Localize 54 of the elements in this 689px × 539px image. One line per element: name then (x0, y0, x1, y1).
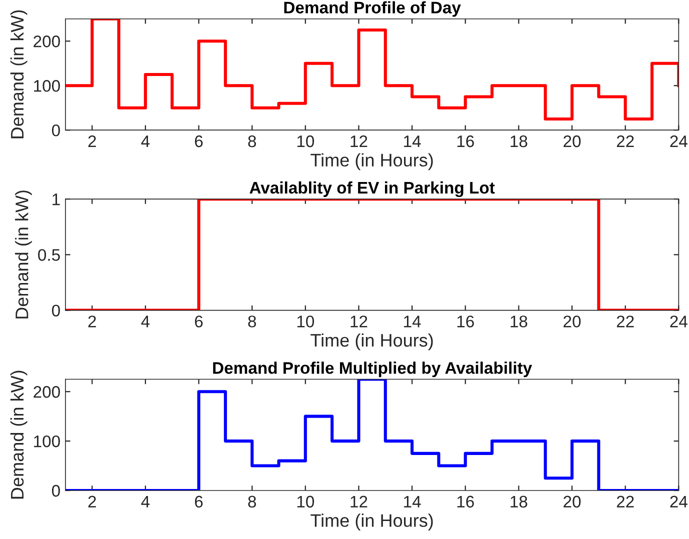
y-tick-label: 100 (34, 80, 60, 92)
chart-title: Demand Profile Multiplied by Availability (213, 362, 532, 378)
x-tick-label: 6 (194, 135, 203, 148)
x-tick-label: 2 (88, 496, 96, 508)
x-tick-label: 4 (141, 136, 150, 148)
y-axis-title: Demand (in kW) (15, 190, 32, 318)
x-tick-label: 24 (670, 135, 688, 148)
x-tick-label: 8 (248, 316, 256, 328)
x-tick-label: 18 (510, 135, 528, 148)
x-tick-label: 2 (88, 135, 96, 148)
x-tick-label: 12 (350, 496, 368, 508)
x-tick-label: 4 (141, 496, 150, 508)
x-tick-label: 14 (404, 316, 421, 328)
x-tick-label: 10 (297, 496, 314, 508)
x-axis-title: Time (in Hours) (310, 514, 433, 530)
y-tick-label: 0 (52, 124, 60, 136)
y-tick-label: 0 (52, 304, 60, 316)
y-tick-label: 200 (34, 36, 60, 48)
y-axis-title: Demand (in kW) (10, 10, 28, 138)
x-tick-label: 20 (564, 135, 581, 148)
x-tick-label: 16 (457, 316, 474, 328)
x-axis-title: Time (in Hours) (310, 153, 433, 170)
chart-title: Demand Profile of Day (284, 1, 461, 17)
y-tick-label: 0 (52, 484, 60, 497)
y-axis-title: Demand (in kW) (10, 370, 28, 499)
x-axis-title: Time (in Hours) (310, 333, 433, 350)
x-tick-label: 4 (141, 316, 150, 328)
x-tick-label: 18 (510, 316, 528, 328)
x-tick-label: 12 (350, 316, 368, 328)
y-tick-label: 0.5 (38, 249, 60, 261)
x-tick-label: 22 (616, 135, 634, 148)
x-tick-label: 8 (248, 496, 256, 508)
x-tick-label: 6 (194, 316, 203, 328)
x-tick-label: 8 (248, 135, 256, 148)
y-tick-label: 1 (52, 194, 60, 206)
x-tick-label: 14 (404, 496, 421, 508)
x-tick-label: 18 (510, 496, 528, 508)
x-tick-label: 20 (564, 316, 581, 328)
y-tick-label: 100 (34, 435, 60, 448)
x-tick-label: 16 (457, 496, 474, 508)
x-tick-label: 16 (457, 135, 474, 148)
x-tick-label: 12 (350, 135, 368, 148)
y-tick-label: 200 (34, 386, 60, 398)
x-tick-label: 14 (404, 136, 421, 148)
x-tick-label: 20 (564, 496, 581, 508)
x-tick-label: 22 (616, 316, 634, 328)
x-tick-label: 24 (670, 496, 688, 508)
x-tick-label: 24 (670, 316, 688, 328)
x-tick-label: 6 (194, 496, 203, 508)
x-tick-label: 2 (88, 316, 96, 328)
x-tick-label: 22 (616, 496, 634, 508)
x-tick-label: 10 (297, 316, 314, 328)
chart-title: Availablity of EV in Parking Lot (250, 181, 495, 198)
x-tick-label: 10 (297, 135, 314, 148)
